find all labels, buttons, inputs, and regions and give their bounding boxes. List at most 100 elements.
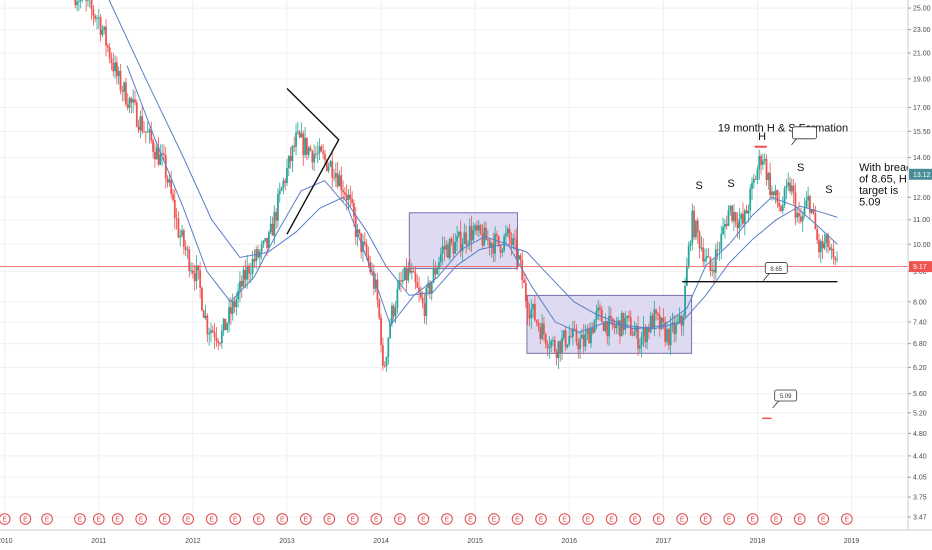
price-axis-background (908, 0, 932, 550)
candle-body-298 (613, 325, 616, 329)
candle-body-3 (79, 0, 82, 2)
candle-body-318 (649, 315, 652, 333)
candle-body-100 (255, 249, 258, 262)
candle-body-371 (745, 210, 748, 214)
earnings-marker-26[interactable] (605, 513, 618, 525)
candle-body-285 (590, 327, 592, 344)
earnings-marker-24[interactable] (558, 513, 571, 525)
earnings-marker-36[interactable] (841, 513, 853, 525)
earnings-marker-13[interactable] (300, 513, 312, 525)
price-tick-label-4: 17.00 (913, 105, 931, 112)
earnings-marker-22[interactable] (511, 513, 524, 525)
earnings-marker-21[interactable] (488, 513, 500, 525)
earnings-marker-30[interactable] (699, 513, 712, 525)
time-axis[interactable]: 2010 2011 2012 2013 2014 2015 2016 2017 2018 2019… (0, 529, 932, 550)
candle-body-295 (608, 315, 610, 337)
candle-body-391 (781, 205, 784, 211)
candle-body-78 (215, 337, 218, 341)
candle-body-202 (439, 253, 442, 263)
candle-body-211 (456, 236, 458, 242)
earnings-marker-19[interactable] (441, 513, 453, 525)
earnings-marker-20[interactable] (464, 513, 477, 525)
earnings-marker-9[interactable] (205, 513, 218, 525)
current-price-badge-label: 9.17 (913, 264, 927, 271)
range-box-0 (408, 212, 519, 270)
earnings-marker-29[interactable] (676, 513, 688, 525)
earnings-marker-17[interactable] (394, 513, 406, 525)
earnings-marker-34[interactable] (793, 513, 806, 525)
earnings-marker-label-5: E (115, 517, 120, 524)
candle-body-277 (575, 329, 578, 343)
candle-body-282 (584, 333, 587, 347)
earnings-marker-27[interactable] (629, 513, 641, 525)
candle-body-418 (830, 248, 833, 251)
candle-body-175 (391, 305, 393, 324)
candle-body-205 (445, 244, 448, 250)
earnings-marker-7[interactable] (158, 513, 171, 525)
candle-body-256 (537, 322, 540, 328)
candle-body-143 (333, 177, 335, 179)
earnings-marker-35[interactable] (817, 513, 830, 525)
candle-body-263 (550, 340, 553, 348)
candle-body-275 (571, 328, 574, 337)
candle-body-138 (324, 154, 326, 160)
earnings-marker-3[interactable] (74, 513, 86, 525)
price-tick-label-14: 6.20 (913, 365, 927, 372)
candle-body-97 (249, 273, 252, 275)
candle-body-169 (380, 317, 382, 346)
earnings-marker-11[interactable] (252, 513, 265, 525)
earnings-marker-15[interactable] (347, 513, 359, 525)
earnings-marker-label-29: E (680, 517, 685, 524)
candle-body-2 (77, 1, 80, 2)
earnings-marker-label-3: E (78, 517, 83, 524)
earnings-marker-label-27: E (633, 517, 638, 524)
earnings-marker-6[interactable] (135, 513, 147, 525)
earnings-marker-25[interactable] (582, 513, 594, 525)
candle-body-129 (307, 147, 310, 155)
candle-body-21 (112, 63, 115, 72)
candle-body-178 (396, 289, 399, 309)
earnings-marker-4[interactable] (92, 513, 105, 525)
candle-body-58 (179, 235, 182, 238)
candle-body-201 (438, 262, 440, 269)
candle-body-190 (418, 287, 420, 293)
candle-body-157 (358, 229, 361, 234)
price-axis[interactable]: 25.00 23.00 21.00 19.00 17.00 15.50 14.00 12.00… (907, 0, 932, 550)
candle-body-17 (105, 26, 107, 46)
earnings-marker-32[interactable] (746, 513, 759, 525)
earnings-marker-12[interactable] (276, 513, 289, 525)
earnings-marker-0[interactable] (0, 513, 11, 525)
earnings-marker-1[interactable] (19, 513, 32, 525)
earnings-marker-18[interactable] (417, 513, 430, 525)
earnings-marker-16[interactable] (370, 513, 383, 525)
earnings-marker-10[interactable] (229, 513, 242, 525)
level-badge (909, 168, 932, 180)
candle-body-369 (742, 213, 744, 224)
candle-body-415 (825, 234, 828, 244)
earnings-marker-28[interactable] (652, 513, 665, 525)
earnings-marker-23[interactable] (535, 513, 547, 525)
earnings-marker-label-18: E (421, 517, 426, 524)
earnings-marker-2[interactable] (41, 513, 53, 525)
earnings-marker-33[interactable] (770, 513, 783, 525)
earnings-marker-8[interactable] (182, 513, 194, 525)
time-tick-label-0: 2010 (0, 538, 13, 545)
candle-body-393 (785, 185, 788, 189)
earnings-marker-14[interactable] (323, 513, 336, 525)
candle-body-289 (597, 307, 600, 312)
candle-body-246 (519, 255, 522, 261)
earnings-marker-31[interactable] (723, 513, 736, 525)
candle-body-115 (282, 180, 285, 188)
candle-body-94 (244, 269, 247, 280)
candle-body-362 (729, 205, 732, 211)
candle-body-95 (246, 265, 249, 280)
candle-body-194 (425, 287, 428, 317)
earnings-marker-5[interactable] (111, 513, 124, 525)
candle-body-312 (638, 345, 641, 349)
candle-body-187 (412, 270, 415, 273)
candle-body-411 (818, 240, 820, 253)
candle-body-120 (291, 146, 294, 162)
candle-body-228 (486, 239, 489, 241)
candle-body-182 (403, 267, 406, 280)
